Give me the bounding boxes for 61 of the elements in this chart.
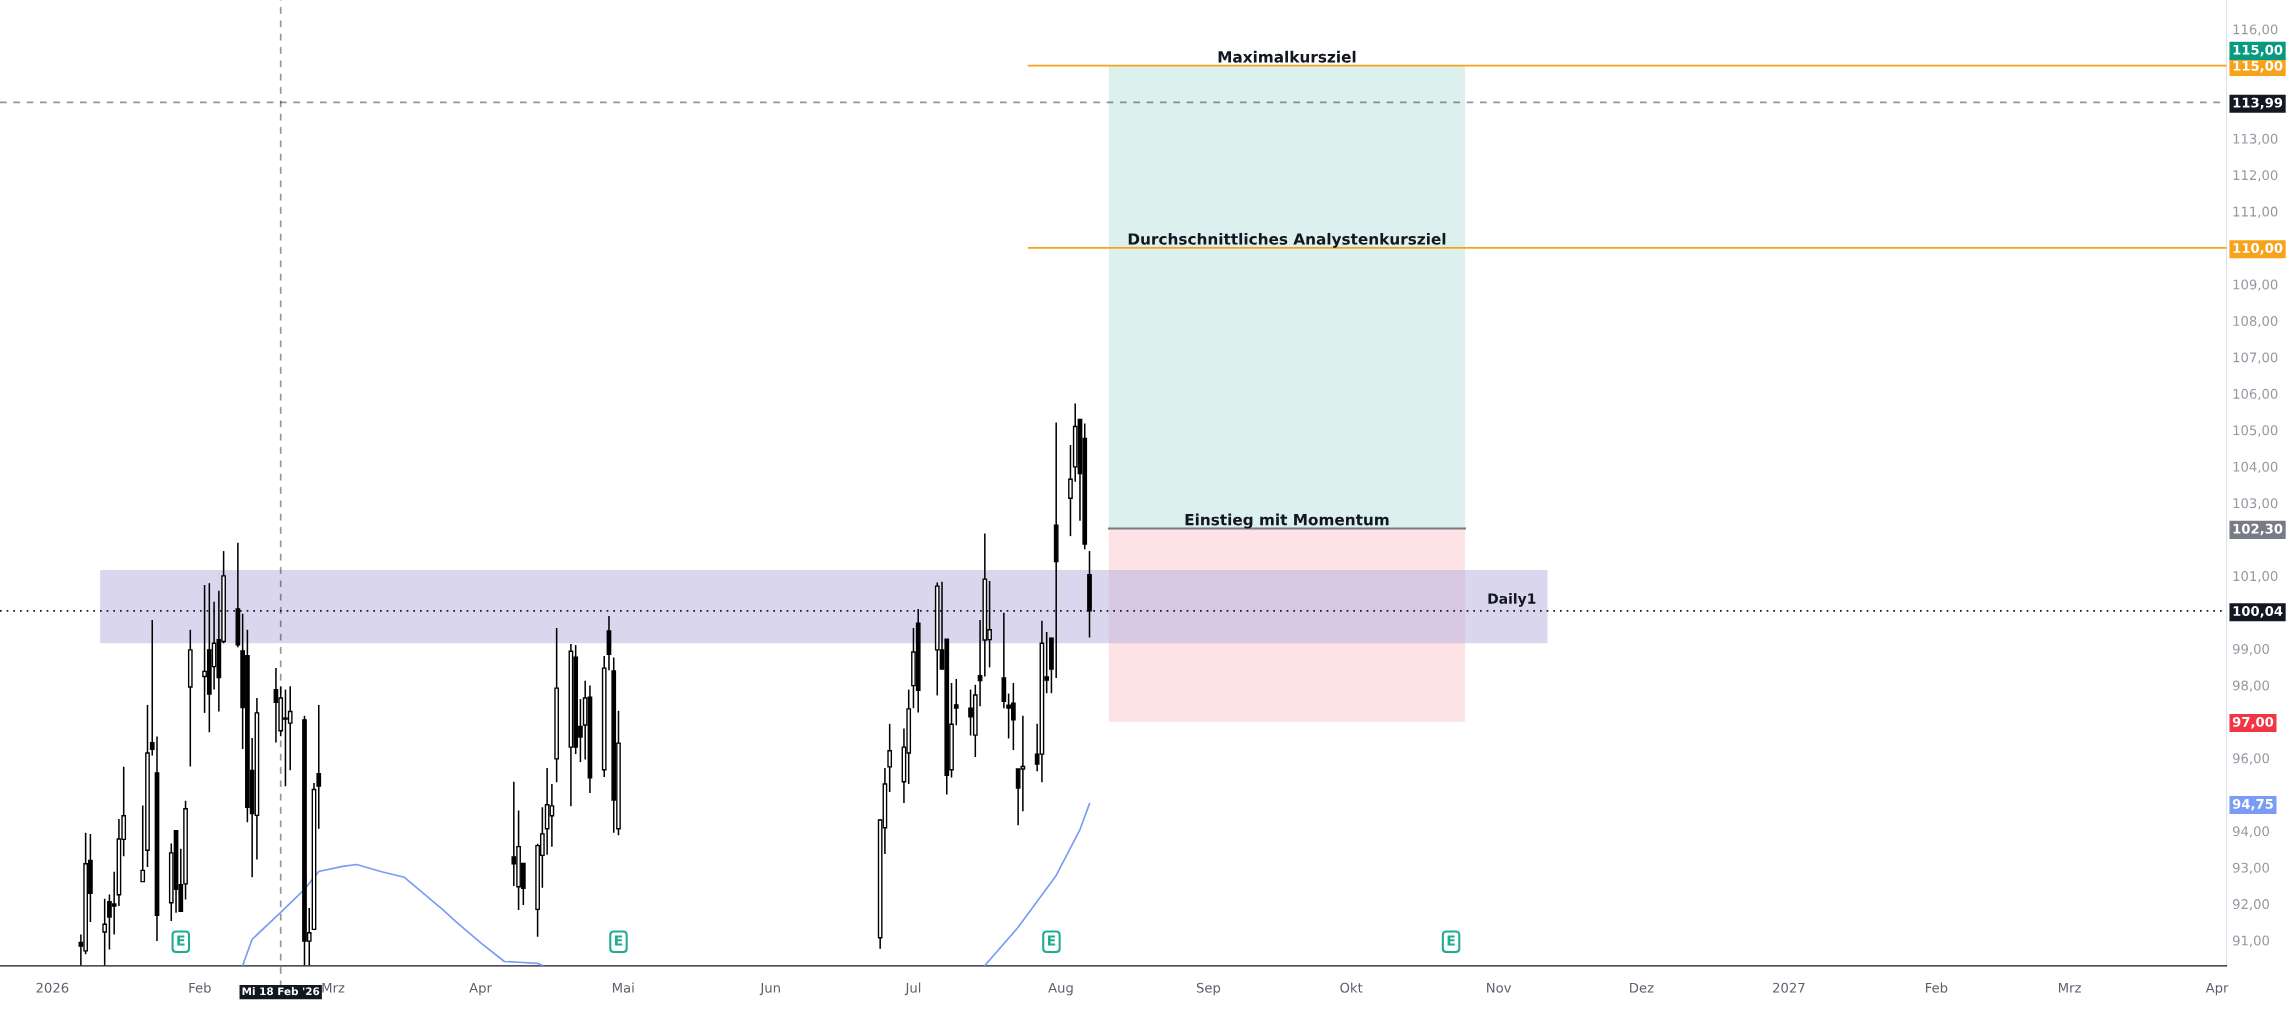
annotation: E <box>1447 935 1455 946</box>
x-tick-label: Okt <box>1340 982 1363 993</box>
annotation: E <box>1047 935 1056 946</box>
annotation: E <box>615 935 623 946</box>
annotation: E <box>177 935 185 946</box>
y-tick-label: 109,00 <box>2233 279 2278 291</box>
text: 115,00 <box>2233 44 2283 57</box>
candlestick <box>140 804 146 883</box>
x-tick-label: Sep <box>1196 982 1221 996</box>
text: 115,00 <box>2233 60 2283 73</box>
y-tick-label: 91,00 <box>2232 935 2270 947</box>
x-tick-label: Mrz <box>2058 982 2081 993</box>
candlestick <box>316 704 322 830</box>
x-tick-label: Dez <box>1630 982 1654 993</box>
candlestick <box>287 685 293 771</box>
y-tick-label: 99,00 <box>2232 643 2270 656</box>
x-tick-label: Mai <box>612 982 634 993</box>
ref-line-label: Einstieg mit Momentum <box>1185 513 1389 529</box>
y-tick-label: 106,00 <box>2233 388 2278 401</box>
x-tick-label: Apr <box>2205 982 2229 996</box>
ref-line-label: Mi 18 Feb '26 <box>242 987 320 996</box>
x-tick-label: 2026 <box>36 982 69 993</box>
y-tick-label: 113,00 <box>2233 133 2278 146</box>
x-tick-label: Apr <box>469 982 492 996</box>
y-tick-label: 101,00 <box>2233 571 2278 583</box>
x-tick-label: Nov <box>1487 982 1512 993</box>
x-tick-label: Jul <box>904 982 921 996</box>
candlestick <box>953 678 959 727</box>
y-tick-label: 108,00 <box>2233 315 2278 328</box>
x-tick-label: Aug <box>1048 982 1073 996</box>
x-tick-label: Mrz <box>322 982 345 993</box>
text: 94,75 <box>2232 798 2273 811</box>
text: 110,00 <box>2233 243 2283 255</box>
candlestick <box>1020 715 1026 813</box>
candlestick <box>887 723 893 793</box>
y-tick-label: 111,00 <box>2233 206 2278 218</box>
y-tick-label: 92,00 <box>2232 899 2270 911</box>
y-tick-label: 96,00 <box>2232 753 2270 765</box>
text: 102,30 <box>2233 523 2283 536</box>
y-tick-label: 103,00 <box>2233 498 2278 510</box>
text: 100,04 <box>2233 606 2283 618</box>
y-tick-label: 116,00 <box>2233 24 2278 36</box>
x-tick-label: Jun <box>759 982 780 996</box>
ref-line-label: Durchschnittliches Analystenkursziel <box>1128 232 1446 248</box>
x-tick-label: Feb <box>189 982 211 993</box>
y-tick-label: 107,00 <box>2233 352 2278 364</box>
x-tick-label: 2027 <box>1773 982 1805 993</box>
text: 97,00 <box>2232 716 2274 729</box>
x-tick-label: Feb <box>1925 982 1948 993</box>
text: 113,99 <box>2233 97 2283 110</box>
y-tick-label: 105,00 <box>2233 425 2278 437</box>
ref-line-label: Maximalkursziel <box>1218 50 1356 63</box>
y-tick-label: 104,00 <box>2233 461 2278 474</box>
candlestick <box>102 898 108 966</box>
candlestick <box>511 781 517 887</box>
y-tick-label: 98,00 <box>2232 680 2270 692</box>
candlestick <box>1001 611 1007 709</box>
y-tick-label: 112,00 <box>2233 170 2278 182</box>
y-tick-label: 93,00 <box>2232 862 2270 874</box>
y-tick-label: 94,00 <box>2232 826 2270 838</box>
band-label: Daily1 <box>1488 593 1536 607</box>
